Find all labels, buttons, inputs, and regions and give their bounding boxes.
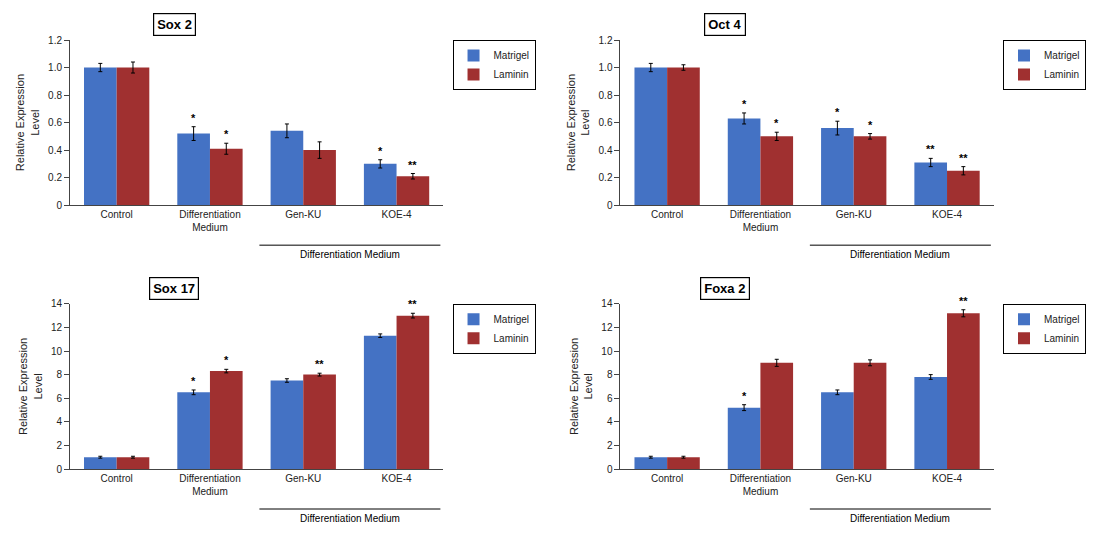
svg-text:Relative ExpressionLevel: Relative ExpressionLevel [568,338,594,435]
svg-text:0.6: 0.6 [48,117,62,128]
svg-text:*: * [224,128,229,140]
svg-text:*: * [868,119,873,131]
svg-text:Relative ExpressionLevel: Relative ExpressionLevel [565,74,591,171]
svg-text:1.2: 1.2 [599,35,613,46]
svg-text:Control: Control [101,473,133,484]
svg-text:DifferentiationMedium: DifferentiationMedium [730,473,792,497]
svg-text:Control: Control [101,209,133,220]
svg-text:*: * [835,106,840,118]
svg-text:Gen-KU: Gen-KU [836,473,872,484]
svg-text:2: 2 [607,440,613,451]
svg-text:Control: Control [651,209,683,220]
svg-text:*: * [378,145,383,157]
svg-text:8: 8 [56,369,62,380]
svg-text:*: * [224,354,229,366]
svg-text:14: 14 [601,298,613,309]
svg-text:Sox 17: Sox 17 [153,281,195,296]
svg-text:**: ** [959,295,968,307]
svg-text:KOE-4: KOE-4 [932,209,962,220]
svg-text:Relative ExpressionLevel: Relative ExpressionLevel [14,74,40,171]
svg-text:*: * [191,112,196,124]
svg-text:6: 6 [607,393,613,404]
svg-text:0.4: 0.4 [48,145,62,156]
svg-text:1.0: 1.0 [48,62,62,73]
svg-text:Differentiation Medium: Differentiation Medium [850,249,950,260]
svg-text:0.8: 0.8 [48,90,62,101]
svg-text:Gen-KU: Gen-KU [285,209,321,220]
svg-text:4: 4 [56,416,62,427]
svg-text:*: * [742,98,747,110]
svg-text:8: 8 [607,369,613,380]
svg-text:2: 2 [56,440,62,451]
svg-text:Matrigel: Matrigel [494,50,530,61]
svg-text:*: * [742,390,747,402]
svg-text:Gen-KU: Gen-KU [285,473,321,484]
svg-text:12: 12 [51,322,63,333]
svg-text:0: 0 [56,464,62,475]
svg-text:Oct 4: Oct 4 [708,17,741,32]
svg-text:**: ** [408,298,417,310]
svg-text:0.6: 0.6 [599,117,613,128]
svg-text:10: 10 [51,346,63,357]
svg-text:*: * [191,375,196,387]
svg-text:Laminin: Laminin [494,333,529,344]
svg-text:12: 12 [601,322,613,333]
svg-text:Matrigel: Matrigel [1044,314,1080,325]
svg-text:**: ** [959,152,968,164]
svg-text:Control: Control [651,473,683,484]
svg-text:DifferentiationMedium: DifferentiationMedium [730,209,792,233]
svg-text:Differentiation Medium: Differentiation Medium [300,249,400,260]
svg-text:Foxa 2: Foxa 2 [704,281,745,296]
svg-text:Matrigel: Matrigel [1044,50,1080,61]
svg-text:0.8: 0.8 [599,90,613,101]
svg-text:Laminin: Laminin [494,69,529,80]
svg-text:Laminin: Laminin [1044,333,1079,344]
svg-text:Differentiation Medium: Differentiation Medium [300,513,400,524]
svg-text:0.4: 0.4 [599,145,613,156]
svg-text:Laminin: Laminin [1044,69,1079,80]
svg-text:1.2: 1.2 [48,35,62,46]
svg-text:DifferentiationMedium: DifferentiationMedium [179,209,241,233]
svg-text:Gen-KU: Gen-KU [836,209,872,220]
svg-text:Differentiation Medium: Differentiation Medium [850,513,950,524]
svg-text:Matrigel: Matrigel [494,314,530,325]
svg-text:DifferentiationMedium: DifferentiationMedium [179,473,241,497]
svg-text:0: 0 [607,200,613,211]
svg-text:Relative ExpressionLevel: Relative ExpressionLevel [17,338,43,435]
svg-text:Sox 2: Sox 2 [157,17,192,32]
svg-text:**: ** [408,159,417,171]
svg-text:4: 4 [607,416,613,427]
svg-text:14: 14 [51,298,63,309]
svg-text:1.0: 1.0 [599,62,613,73]
svg-text:KOE-4: KOE-4 [932,473,962,484]
svg-text:KOE-4: KOE-4 [382,209,412,220]
svg-text:10: 10 [601,346,613,357]
svg-text:KOE-4: KOE-4 [382,473,412,484]
svg-text:*: * [774,117,779,129]
svg-text:**: ** [926,143,935,155]
svg-text:6: 6 [56,393,62,404]
svg-text:0: 0 [607,464,613,475]
svg-text:0: 0 [56,200,62,211]
svg-text:0.2: 0.2 [48,172,62,183]
svg-text:**: ** [315,358,324,370]
svg-text:0.2: 0.2 [599,172,613,183]
